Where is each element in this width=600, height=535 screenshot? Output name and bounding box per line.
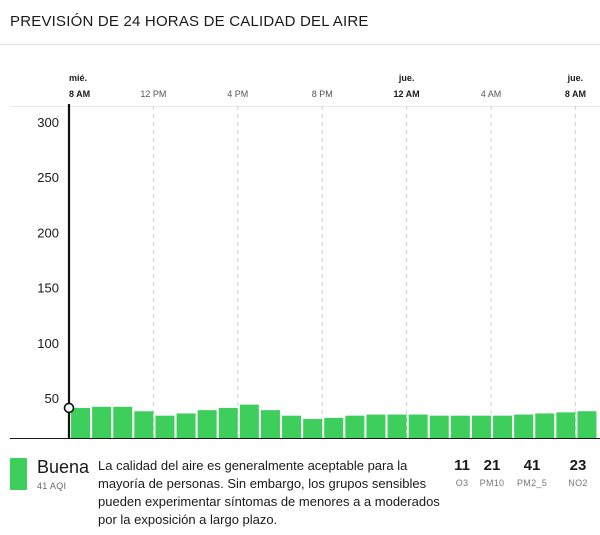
bar xyxy=(71,407,91,438)
x-tick-day-label: jue. xyxy=(398,73,415,83)
pollutant-name: PM2_5 xyxy=(516,478,548,488)
pollutant-name: PM10 xyxy=(479,478,505,488)
legend: Buena 41 AQI La calidad del aire es gene… xyxy=(0,448,600,535)
pollutant-pm10: 21 PM10 xyxy=(467,457,517,488)
bar xyxy=(155,415,175,438)
aqi-label: 41 AQI xyxy=(37,481,67,491)
x-tick-label: 12 AM xyxy=(394,89,420,99)
bar xyxy=(303,418,323,438)
x-tick-label: 8 AM xyxy=(565,89,586,99)
bar xyxy=(577,411,597,438)
x-tick-label: 8 AM xyxy=(69,89,90,99)
x-tick-label: 12 PM xyxy=(140,89,166,99)
x-tick-label: 4 PM xyxy=(227,89,248,99)
bar xyxy=(535,413,555,438)
pollutant-value: 23 xyxy=(569,457,587,474)
pollutant-name: O3 xyxy=(455,478,469,488)
y-tick-label: 50 xyxy=(45,391,59,406)
bar xyxy=(471,415,491,438)
y-tick-label: 200 xyxy=(37,225,59,240)
y-tick-label: 300 xyxy=(37,115,59,130)
category-swatch xyxy=(10,458,27,490)
bar xyxy=(92,406,112,438)
y-tick-label: 250 xyxy=(37,170,59,185)
aqi-forecast-chart: 50 100 150 200 250 300 mié. 8 AM 12 PM 4 PM 8 PM ju… xyxy=(10,73,600,439)
bar xyxy=(408,414,428,438)
bar xyxy=(514,414,534,438)
bar xyxy=(366,414,386,438)
x-tick-label: 8 PM xyxy=(312,89,333,99)
bar xyxy=(556,412,576,438)
bar xyxy=(218,407,238,438)
category-description: La calidad del aire es generalmente acep… xyxy=(98,458,440,527)
bar xyxy=(134,411,154,438)
bar xyxy=(239,404,259,438)
bar xyxy=(387,414,407,438)
bar xyxy=(113,406,133,438)
category-label: Buena xyxy=(37,457,90,477)
current-value-marker xyxy=(63,402,75,414)
pollutant-pm2-5: 41 PM2_5 xyxy=(507,457,557,488)
bar xyxy=(493,415,513,438)
bar xyxy=(282,415,302,438)
bar xyxy=(450,415,470,438)
bar xyxy=(324,417,344,438)
header: PREVISIÓN DE 24 HORAS DE CALIDAD DEL AIR… xyxy=(0,0,600,45)
page-title: PREVISIÓN DE 24 HORAS DE CALIDAD DEL AIR… xyxy=(10,13,369,30)
pollutant-no2: 23 NO2 xyxy=(553,457,600,488)
x-tick-label: 4 AM xyxy=(481,89,502,99)
y-tick-label: 100 xyxy=(37,336,59,351)
x-tick-day-label: mié. xyxy=(69,73,87,83)
bar xyxy=(345,415,365,438)
bar xyxy=(260,410,280,438)
bar xyxy=(197,410,217,438)
x-tick-day-label: jue. xyxy=(567,73,584,83)
pollutant-value: 11 xyxy=(454,457,470,474)
pollutant-name: NO2 xyxy=(568,478,588,488)
pollutant-value: 21 xyxy=(483,457,501,474)
bar xyxy=(429,415,449,438)
pollutant-o3: 11 O3 xyxy=(437,457,487,488)
bar xyxy=(176,413,196,438)
pollutant-value: 41 xyxy=(523,457,541,474)
y-tick-label: 150 xyxy=(37,281,59,296)
